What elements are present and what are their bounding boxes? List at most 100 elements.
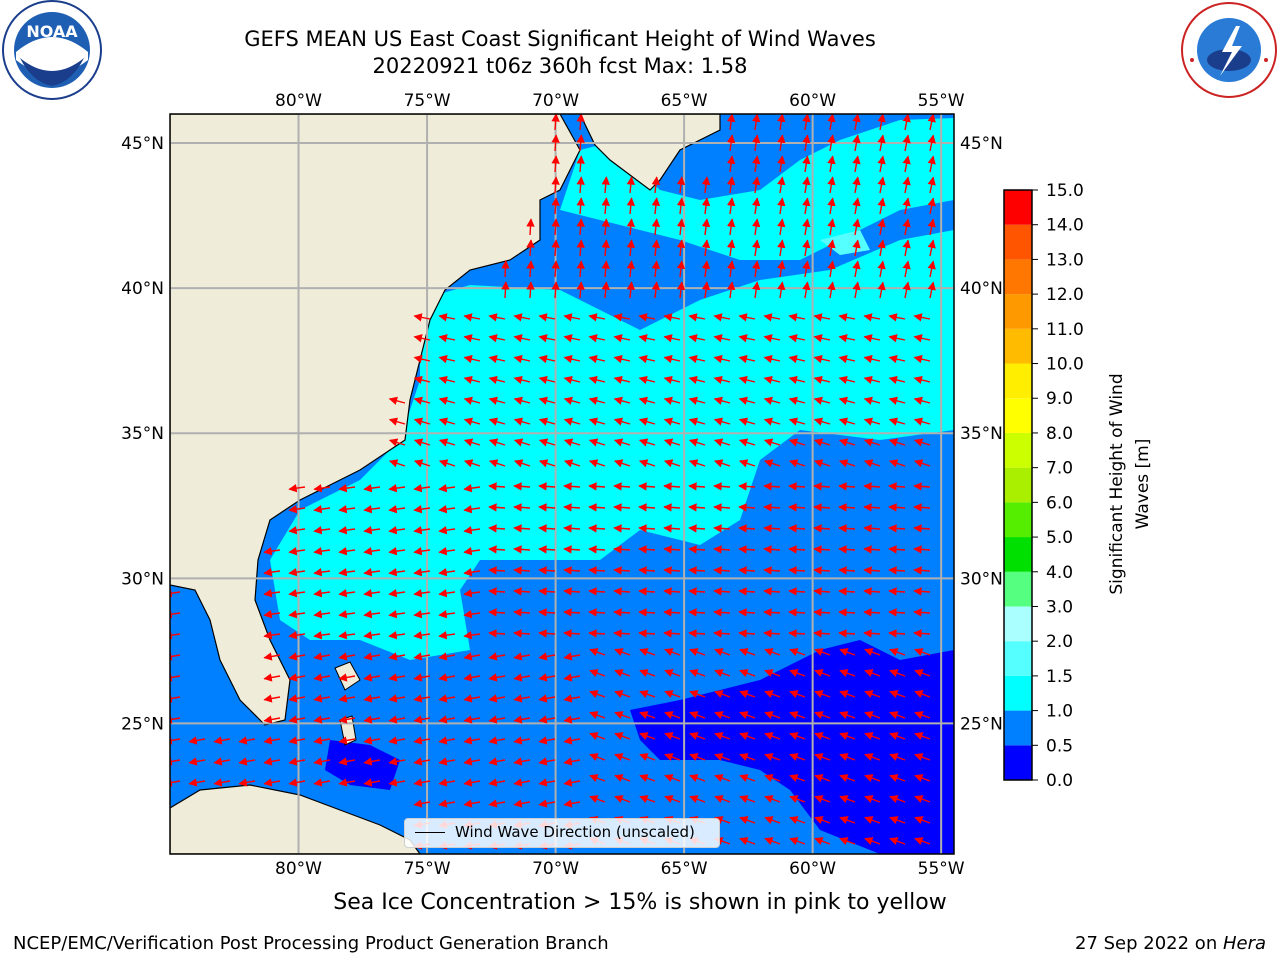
- wind-wave-arrow: [813, 334, 831, 343]
- wind-wave-arrow: [313, 673, 331, 682]
- wind-wave-arrow: [864, 795, 881, 804]
- wind-wave-arrow: [713, 587, 731, 596]
- wind-wave-arrow: [913, 566, 931, 575]
- wind-wave-arrow: [888, 482, 906, 491]
- wind-wave-arrow: [663, 355, 681, 364]
- longitude-label: 80°W: [275, 91, 322, 111]
- wind-wave-arrow: [288, 526, 306, 535]
- colorbar-segment: [1004, 710, 1032, 746]
- wind-wave-arrow: [802, 176, 811, 194]
- wind-wave-arrow: [638, 587, 656, 596]
- wind-wave-arrow: [914, 774, 931, 783]
- wind-wave-arrow: [538, 652, 556, 661]
- wind-wave-arrow: [763, 375, 781, 385]
- wind-wave-arrow: [413, 505, 431, 514]
- wind-wave-arrow: [802, 260, 811, 278]
- wind-wave-arrow: [488, 736, 506, 745]
- wind-wave-arrow: [589, 753, 606, 762]
- wind-wave-arrow: [563, 673, 581, 682]
- wind-wave-arrow: [638, 545, 656, 554]
- wind-wave-arrow: [827, 260, 836, 278]
- wind-wave-arrow: [288, 694, 306, 703]
- wind-wave-arrow: [388, 757, 406, 766]
- wind-wave-arrow: [388, 526, 406, 535]
- wind-wave-arrow: [863, 587, 881, 596]
- colorbar-segment: [1004, 363, 1032, 399]
- footer-host: Hera: [1222, 933, 1266, 954]
- wind-wave-arrow: [363, 484, 381, 493]
- wind-wave-arrow: [839, 648, 856, 657]
- wind-wave-arrow: [927, 114, 936, 131]
- wind-wave-arrow: [701, 281, 711, 299]
- wave-height-region-blue-2: [325, 740, 400, 790]
- wind-wave-arrow: [488, 438, 506, 447]
- wind-wave-arrow: [651, 176, 661, 194]
- wind-wave-arrow: [814, 459, 831, 468]
- colorbar-segment: [1004, 641, 1032, 676]
- wind-wave-arrow: [563, 587, 581, 596]
- colorbar-tick-label: 4.0: [1046, 563, 1073, 583]
- wind-wave-arrow: [789, 774, 806, 783]
- wind-wave-arrow: [388, 694, 406, 703]
- wind-wave-arrow: [463, 757, 481, 766]
- wind-wave-arrow: [889, 774, 906, 783]
- wind-wave-arrow: [813, 503, 831, 512]
- longitude-label: 55°W: [918, 91, 965, 111]
- wind-wave-arrow: [488, 566, 506, 575]
- wind-wave-arrow: [738, 482, 756, 491]
- wind-wave-arrow: [626, 239, 636, 257]
- noaa-logo-icon: NOAA: [2, 0, 102, 100]
- wind-wave-arrow: [288, 547, 306, 556]
- wind-wave-arrow: [438, 438, 456, 447]
- wind-wave-arrow: [713, 438, 731, 447]
- wind-wave-arrow: [827, 134, 836, 152]
- colorbar-segment: [1004, 432, 1032, 468]
- wind-wave-arrow: [463, 610, 481, 619]
- wind-wave-arrow: [713, 482, 731, 491]
- wind-wave-arrow: [538, 778, 556, 787]
- wind-wave-arrow: [914, 795, 931, 804]
- wind-wave-arrow: [913, 587, 931, 596]
- wind-wave-arrow: [664, 690, 681, 699]
- wind-wave-arrow: [664, 711, 681, 720]
- wind-wave-arrow: [713, 417, 731, 426]
- wind-wave-arrow: [313, 778, 331, 787]
- wind-wave-arrow: [438, 484, 456, 493]
- wind-wave-arrow: [551, 281, 560, 299]
- wind-wave-arrow: [701, 260, 711, 278]
- wind-wave-arrow: [838, 313, 856, 322]
- wind-wave-arrow: [738, 375, 756, 385]
- wind-wave-arrow: [852, 114, 861, 131]
- wind-wave-arrow: [914, 669, 931, 678]
- wind-wave-arrow: [663, 313, 681, 322]
- colorbar-segment: [1004, 537, 1032, 572]
- wind-wave-arrow: [263, 547, 281, 556]
- wind-wave-arrow: [738, 503, 756, 512]
- wind-wave-arrow: [877, 260, 886, 278]
- wind-wave-arrow: [651, 260, 661, 278]
- wind-wave-arrow: [663, 608, 681, 617]
- wind-wave-arrow: [877, 134, 886, 152]
- colorbar-tick-label: 14.0: [1046, 216, 1084, 236]
- wind-wave-arrow: [927, 260, 936, 278]
- wind-wave-arrow: [613, 334, 631, 343]
- wind-wave-arrow: [764, 816, 781, 825]
- wind-wave-arrow: [551, 239, 560, 257]
- wind-wave-arrow: [213, 778, 231, 787]
- wind-wave-arrow: [664, 795, 681, 804]
- wind-wave-arrow: [413, 736, 431, 745]
- wind-wave-arrow: [877, 281, 886, 299]
- wind-wave-arrow: [363, 694, 381, 703]
- wind-wave-arrow: [438, 526, 456, 535]
- wind-wave-arrow: [438, 610, 456, 619]
- longitude-label: 55°W: [918, 859, 965, 879]
- wind-wave-arrow: [777, 134, 786, 152]
- wind-wave-arrow: [413, 547, 431, 556]
- wind-wave-arrow: [788, 355, 806, 364]
- wind-wave-arrow: [513, 799, 531, 808]
- wind-wave-arrow: [864, 732, 881, 741]
- latitude-label: 35°N: [121, 424, 164, 444]
- wind-wave-arrow: [888, 417, 906, 426]
- wind-wave-arrow: [902, 134, 911, 152]
- wind-wave-arrow: [764, 732, 781, 741]
